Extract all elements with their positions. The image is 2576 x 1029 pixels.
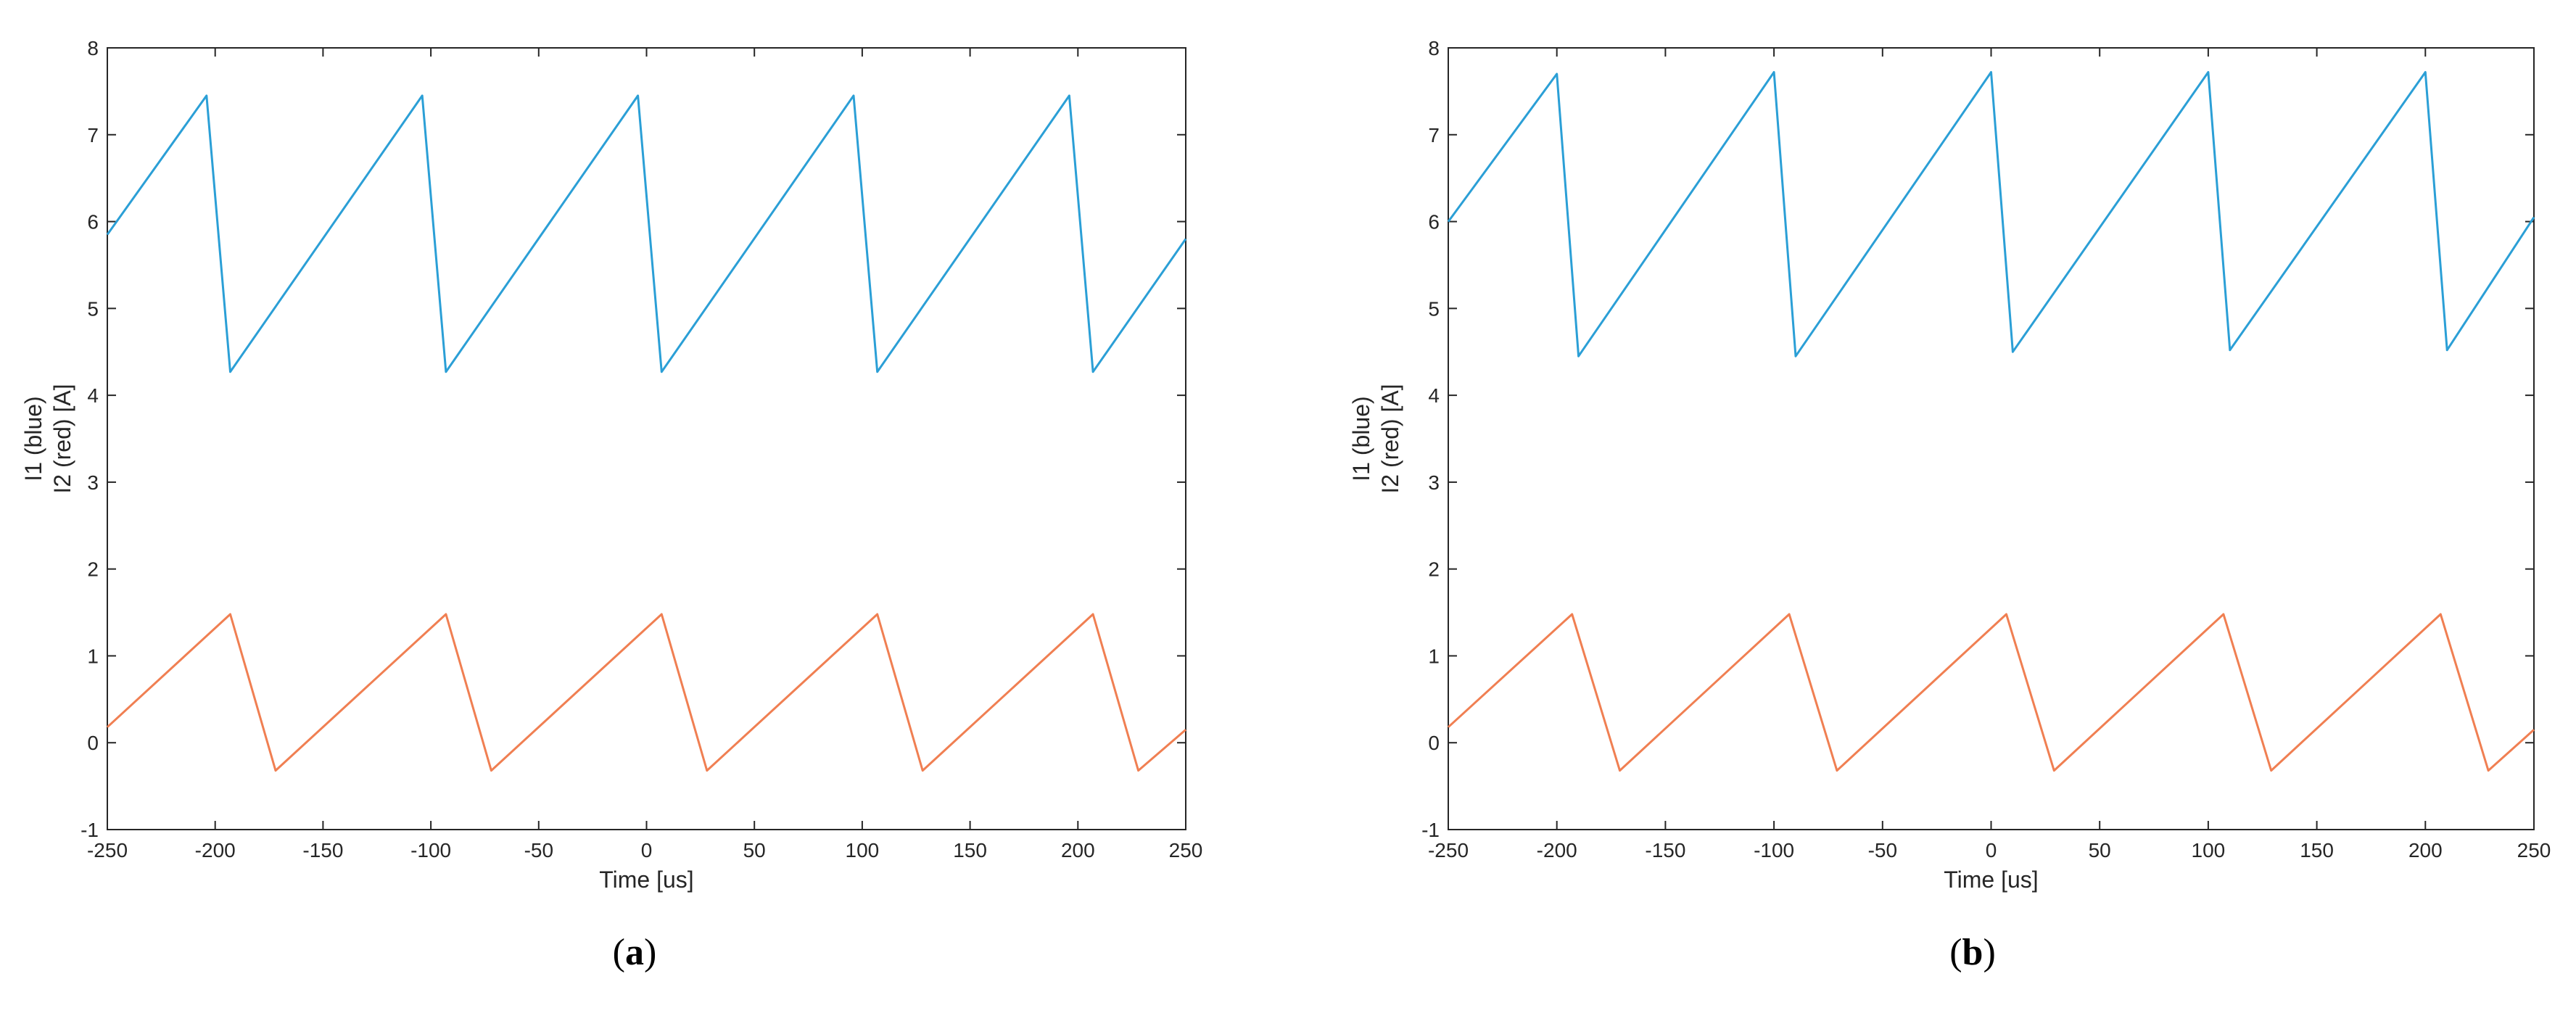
y-tick-label: 6 (1428, 211, 1440, 234)
y-axis-label-line-1: I1 (blue) (20, 396, 46, 481)
panel-label: (b) (1949, 932, 1996, 973)
x-axis-label: Time [us] (1944, 867, 2038, 893)
y-axis-label-line-1: I1 (blue) (1348, 396, 1374, 481)
panel-label: (a) (613, 932, 657, 973)
x-tick-label: -250 (87, 839, 128, 861)
x-tick-label: 200 (1061, 839, 1095, 861)
x-tick-label: -50 (524, 839, 553, 861)
x-tick-label: -250 (1428, 839, 1469, 861)
x-tick-label: 0 (641, 839, 653, 861)
y-tick-label: 3 (1428, 471, 1440, 494)
y-tick-label: 1 (1428, 645, 1440, 667)
y-tick-label: 8 (87, 37, 99, 59)
y-tick-label: 6 (87, 211, 99, 234)
y-tick-label: 3 (87, 471, 99, 494)
x-tick-label: -150 (1645, 839, 1685, 861)
x-axis-label: Time [us] (599, 867, 693, 893)
y-tick-label: 4 (87, 384, 99, 407)
chart-panel-a: -250 -200 -150 -100 -50 0 50 100 150 200 250 -1 0 1 2 3… (20, 37, 1202, 893)
x-tick-label: 250 (1169, 839, 1203, 861)
y-tick-label: 5 (1428, 297, 1440, 320)
y-axis-label-line-2: I2 (red) [A] (49, 384, 75, 493)
y-tick-label: -1 (1421, 819, 1440, 841)
y-tick-label: 8 (1428, 37, 1440, 59)
y-tick-label: 2 (87, 558, 99, 581)
x-tick-label: 0 (1986, 839, 1997, 861)
y-tick-label: 5 (87, 297, 99, 320)
x-tick-label: 150 (2300, 839, 2334, 861)
x-tick-label: 150 (953, 839, 987, 861)
y-tick-label: 1 (87, 645, 99, 667)
y-tick-label: 0 (1428, 732, 1440, 754)
y-axis-label-line-2: I2 (red) [A] (1377, 384, 1403, 493)
y-tick-label: 7 (87, 124, 99, 146)
x-tick-label: -100 (1754, 839, 1794, 861)
y-tick-label: 4 (1428, 384, 1440, 407)
x-tick-label: -50 (1868, 839, 1897, 861)
x-tick-label: -200 (1537, 839, 1577, 861)
axes-box (1448, 47, 2535, 830)
x-tick-label: -150 (302, 839, 343, 861)
y-tick-label: -1 (80, 819, 99, 841)
y-tick-label: 2 (1428, 558, 1440, 581)
series-line-i1 (1447, 71, 2535, 358)
series-line-i1 (106, 94, 1187, 373)
x-tick-label: -200 (195, 839, 236, 861)
x-tick-label: 250 (2517, 839, 2551, 861)
x-tick-label: 100 (846, 839, 880, 861)
series-line-i2 (106, 613, 1186, 772)
series-line-i2 (1447, 613, 2535, 772)
axes-box (107, 47, 1186, 830)
x-tick-label: 50 (743, 839, 766, 861)
x-tick-label: 100 (2192, 839, 2226, 861)
y-tick-label: 7 (1428, 124, 1440, 146)
x-tick-label: -100 (410, 839, 451, 861)
chart-panel-b: -250 -200 -150 -100 -50 0 50 100 150 200 250 -1 0 1 2 3… (1348, 37, 2551, 893)
y-tick-label: 0 (87, 732, 99, 754)
x-tick-label: 200 (2408, 839, 2443, 861)
x-tick-label: 50 (2089, 839, 2111, 861)
